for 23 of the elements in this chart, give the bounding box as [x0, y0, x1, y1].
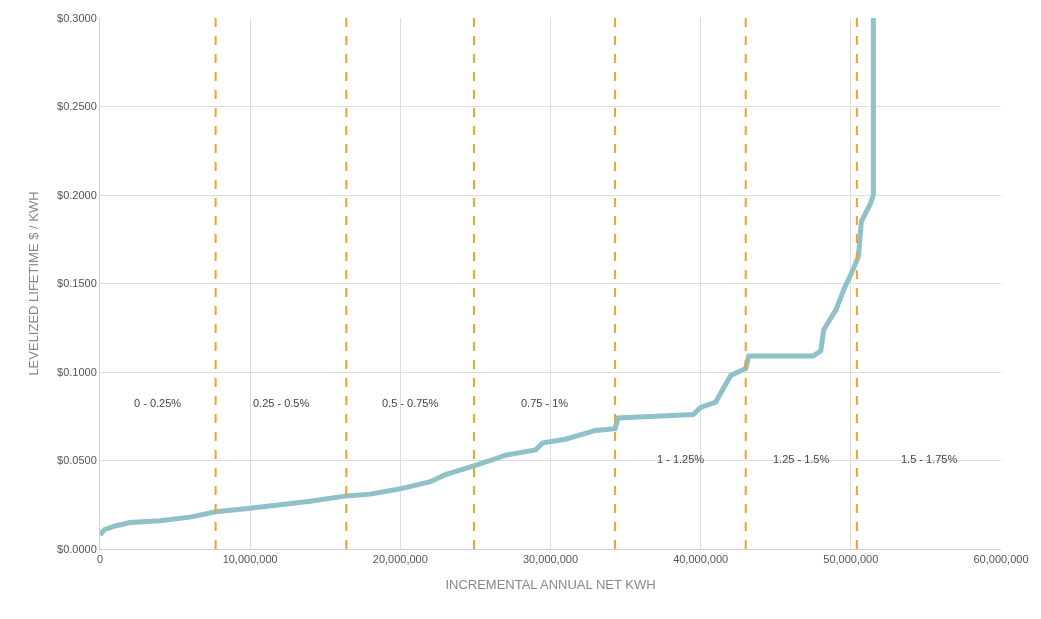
x-tick-label: 0 — [96, 553, 104, 566]
annotation: 0.5 - 0.75% — [382, 397, 439, 409]
annotation: 1 - 1.25% — [657, 453, 705, 465]
x-tick-label: 40,000,000 — [673, 553, 729, 566]
x-tick-label: 10,000,000 — [222, 553, 278, 566]
x-axis-title: INCREMENTAL ANNUAL NET KWH — [445, 576, 656, 592]
y-tick-label: $0.1000 — [57, 365, 97, 378]
annotation: 1.25 - 1.5% — [773, 453, 830, 465]
x-tick-label: 60,000,000 — [973, 553, 1029, 566]
annotation: 0 - 0.25% — [134, 397, 182, 409]
annotation: 0.25 - 0.5% — [253, 397, 310, 409]
y-tick-label: $0.3000 — [57, 11, 97, 24]
y-tick-label: $0.0500 — [57, 454, 97, 467]
y-tick-label: $0.2000 — [57, 188, 97, 201]
annotation: 0.75 - 1% — [521, 397, 569, 409]
y-tick-label: $0.2500 — [57, 100, 97, 113]
y-axis-title: LEVELIZED LIFETIME $ / KWH — [25, 191, 41, 376]
x-tick-label: 50,000,000 — [823, 553, 879, 566]
y-tick-label: $0.1500 — [57, 277, 97, 290]
y-tick-label: $0.0000 — [57, 542, 97, 555]
x-tick-label: 20,000,000 — [372, 553, 428, 566]
x-tick-label: 30,000,000 — [522, 553, 579, 566]
annotation: 1.5 - 1.75% — [901, 453, 958, 465]
